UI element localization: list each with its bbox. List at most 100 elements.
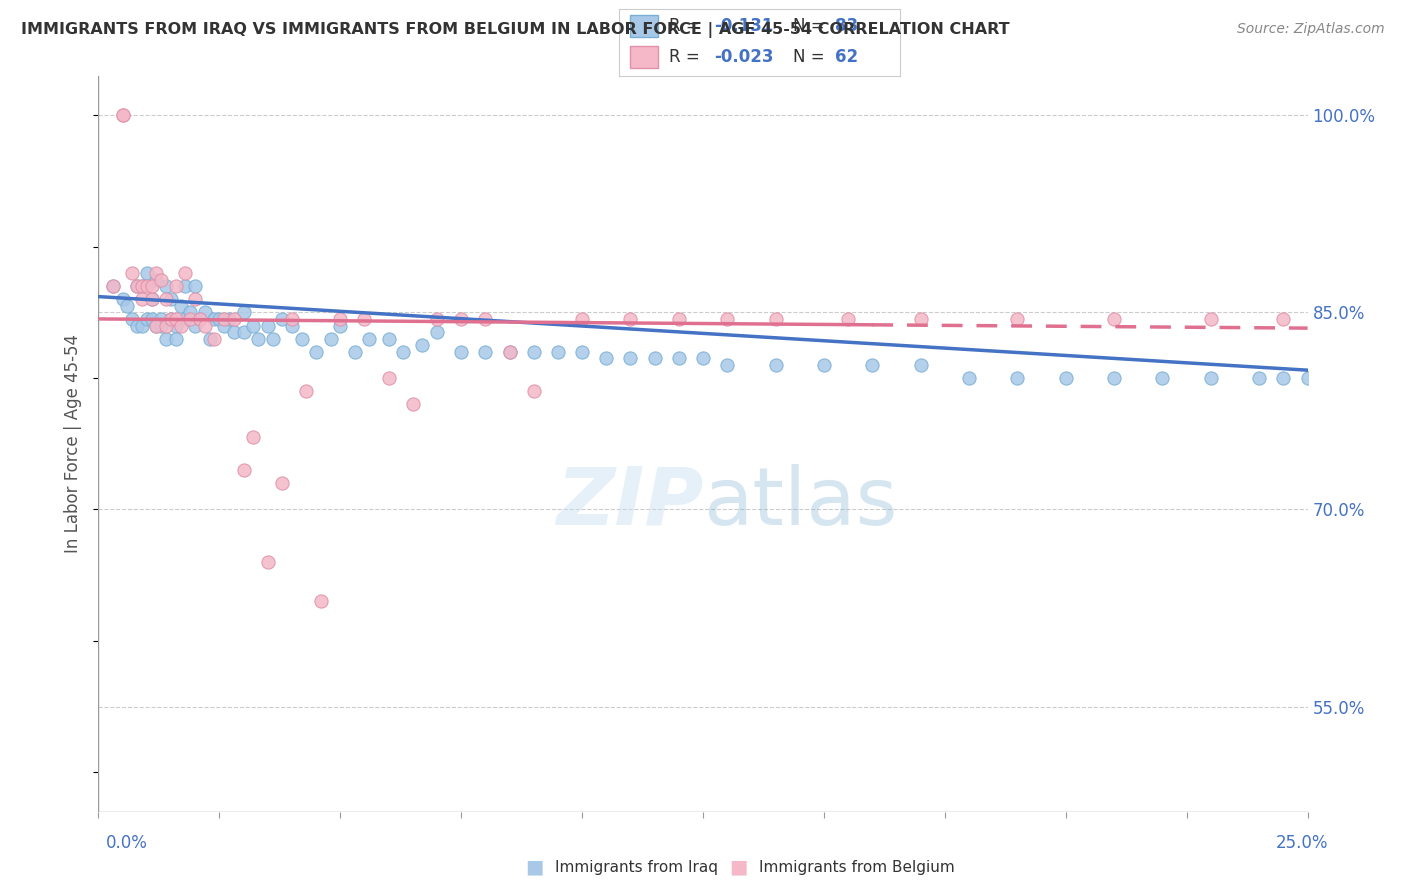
Point	[813, 358, 835, 372]
Point	[218, 312, 240, 326]
Point	[860, 358, 883, 372]
Point	[117, 299, 139, 313]
Point	[1152, 371, 1174, 385]
Point	[1007, 371, 1029, 385]
Point	[174, 312, 197, 326]
Point	[1199, 312, 1222, 326]
Point	[155, 292, 177, 306]
Point	[571, 312, 593, 326]
Point	[208, 312, 231, 326]
Point	[619, 351, 641, 366]
Point	[305, 344, 328, 359]
Point	[165, 332, 187, 346]
Point	[111, 108, 134, 122]
Point	[121, 266, 143, 280]
Point	[121, 312, 143, 326]
Point	[498, 344, 520, 359]
Point	[184, 318, 207, 333]
Text: Immigrants from Belgium: Immigrants from Belgium	[759, 860, 955, 874]
Point	[141, 292, 163, 306]
Point	[319, 332, 342, 346]
Point	[910, 358, 932, 372]
Point	[135, 279, 157, 293]
Point	[329, 318, 352, 333]
Point	[188, 312, 211, 326]
Point	[141, 279, 163, 293]
Point	[765, 358, 787, 372]
Point	[174, 279, 197, 293]
Point	[179, 312, 201, 326]
Point	[426, 325, 449, 339]
Point	[547, 344, 569, 359]
Point	[262, 332, 284, 346]
Point	[716, 358, 738, 372]
Point	[145, 318, 167, 333]
Text: -0.023: -0.023	[714, 48, 773, 66]
Point	[184, 292, 207, 306]
Point	[377, 332, 399, 346]
Point	[329, 312, 352, 326]
Point	[169, 299, 191, 313]
Point	[1007, 312, 1029, 326]
Point	[402, 397, 425, 411]
Point	[1199, 371, 1222, 385]
Text: R =: R =	[669, 48, 706, 66]
Point	[1344, 312, 1367, 326]
Point	[184, 279, 207, 293]
Text: ZIP: ZIP	[555, 464, 703, 541]
Point	[910, 312, 932, 326]
Point	[204, 312, 226, 326]
Point	[150, 318, 173, 333]
Point	[101, 279, 124, 293]
Point	[232, 305, 254, 319]
Point	[165, 318, 187, 333]
Point	[135, 266, 157, 280]
Text: ■: ■	[728, 857, 748, 877]
Point	[837, 312, 859, 326]
Point	[392, 344, 415, 359]
Point	[135, 312, 157, 326]
Text: atlas: atlas	[703, 464, 897, 541]
Point	[1393, 371, 1406, 385]
Point	[127, 279, 149, 293]
Point	[145, 266, 167, 280]
Text: R =: R =	[669, 17, 706, 36]
Point	[353, 312, 375, 326]
Point	[571, 344, 593, 359]
Point	[1320, 371, 1343, 385]
Point	[141, 312, 163, 326]
Point	[165, 312, 187, 326]
Point	[247, 332, 270, 346]
Point	[160, 292, 183, 306]
Point	[619, 312, 641, 326]
Point	[309, 594, 332, 608]
Point	[450, 344, 472, 359]
Point	[212, 318, 235, 333]
Point	[359, 332, 381, 346]
Text: 62: 62	[835, 48, 858, 66]
Point	[474, 312, 496, 326]
Point	[595, 351, 617, 366]
Point	[145, 272, 167, 286]
Point	[155, 318, 177, 333]
Point	[1296, 371, 1319, 385]
Point	[498, 344, 520, 359]
Point	[127, 279, 149, 293]
Point	[174, 266, 197, 280]
Point	[281, 312, 304, 326]
Point	[127, 318, 149, 333]
Text: ■: ■	[524, 857, 544, 877]
Point	[523, 384, 546, 399]
Point	[1102, 312, 1125, 326]
Text: Immigrants from Iraq: Immigrants from Iraq	[555, 860, 718, 874]
Point	[1344, 371, 1367, 385]
Point	[198, 332, 221, 346]
Point	[141, 292, 163, 306]
Point	[150, 312, 173, 326]
Point	[232, 463, 254, 477]
Point	[377, 371, 399, 385]
Point	[232, 325, 254, 339]
Point	[155, 279, 177, 293]
Point	[450, 312, 472, 326]
Point	[101, 279, 124, 293]
